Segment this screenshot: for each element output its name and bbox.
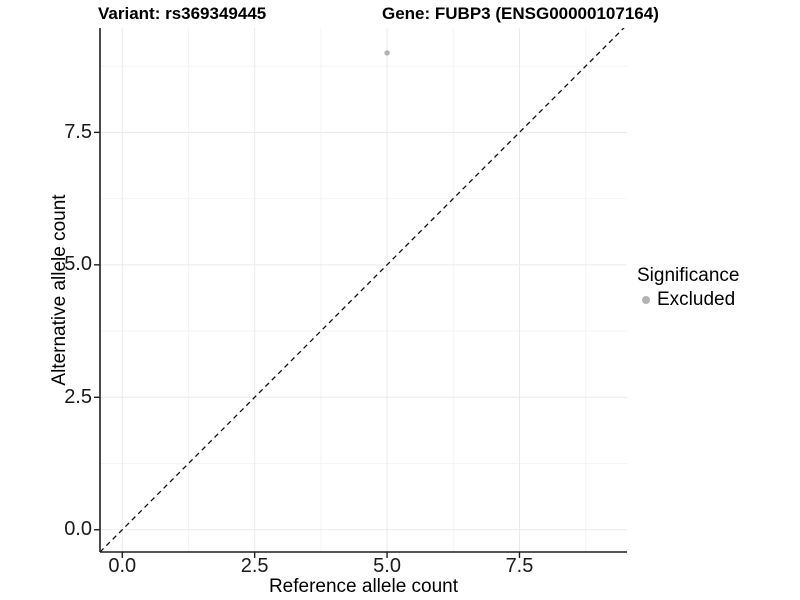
legend-title: Significance	[637, 265, 740, 286]
y-tick-label: 5.0	[64, 253, 92, 276]
x-tick-label: 5.0	[373, 555, 401, 577]
legend: Significance Excluded	[637, 264, 739, 311]
x-tick-label: 0.0	[108, 555, 137, 577]
y-tick-label: 7.5	[64, 120, 92, 143]
x-tick-label: 7.5	[505, 555, 534, 577]
plot-title-gene: Gene: FUBP3 (ENSG00000107164)	[382, 4, 659, 23]
plot-title-variant: Variant: rs369349445	[98, 4, 267, 23]
x-axis-title: Reference allele count	[268, 576, 459, 597]
legend-entry-excluded: Excluded	[637, 289, 739, 311]
legend-point-swatch-icon	[642, 296, 650, 304]
y-tick-label: 2.5	[64, 385, 92, 408]
y-tick-label: 0.0	[64, 518, 92, 541]
y-axis-title: Alternative allele count	[49, 194, 70, 386]
legend-entry-label: Excluded	[657, 289, 736, 310]
x-tick-label: 2.5	[240, 555, 269, 577]
